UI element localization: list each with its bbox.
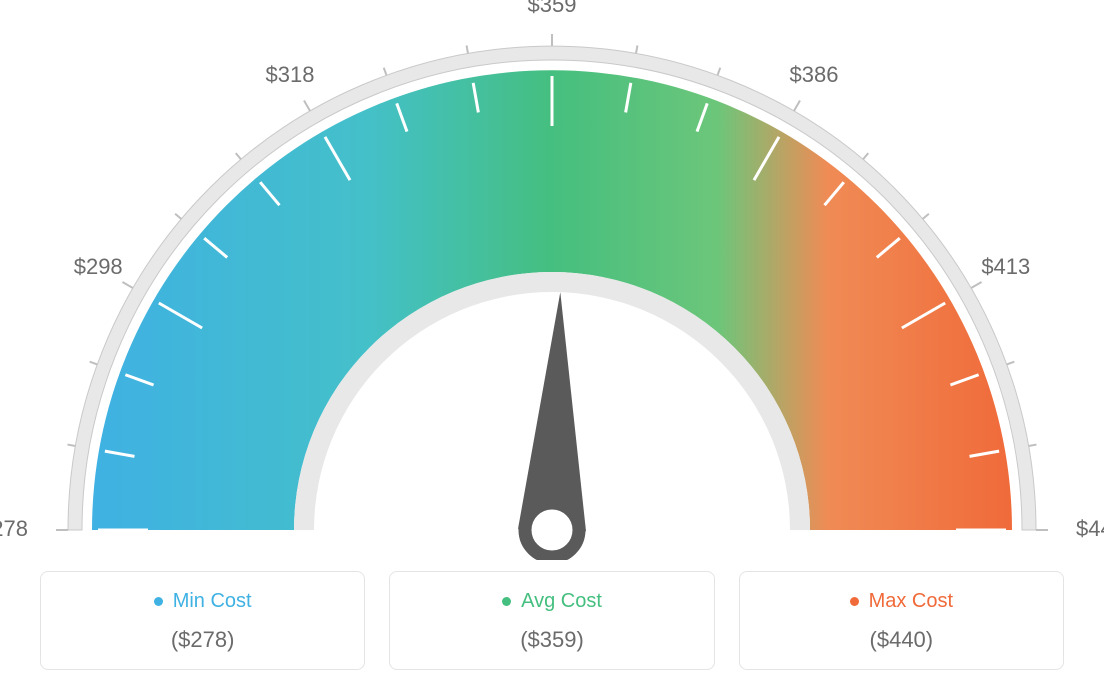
legend-value-max: ($440) [750, 627, 1053, 653]
legend-row: Min Cost ($278) Avg Cost ($359) Max Cost… [40, 571, 1064, 670]
legend-title-avg: Avg Cost [502, 590, 602, 613]
legend-label-avg: Avg Cost [521, 590, 602, 613]
legend-dot-max [850, 597, 859, 606]
svg-text:$413: $413 [981, 254, 1030, 279]
legend-title-max: Max Cost [850, 590, 953, 613]
legend-label-max: Max Cost [869, 590, 953, 613]
legend-dot-min [154, 597, 163, 606]
gauge-svg: $278 $298 $318 $359 $386 $413 $440 [0, 0, 1104, 560]
svg-text:$440: $440 [1076, 516, 1104, 541]
gauge-chart: $278 $298 $318 $359 $386 $413 $440 [0, 0, 1104, 560]
svg-text:$278: $278 [0, 516, 28, 541]
svg-text:$318: $318 [266, 62, 315, 87]
legend-value-min: ($278) [51, 627, 354, 653]
legend-card-avg: Avg Cost ($359) [389, 571, 714, 670]
svg-text:$359: $359 [528, 0, 577, 17]
legend-value-avg: ($359) [400, 627, 703, 653]
svg-text:$298: $298 [74, 254, 123, 279]
legend-dot-avg [502, 597, 511, 606]
chart-container: $278 $298 $318 $359 $386 $413 $440 Min Cost ($… [0, 0, 1104, 690]
legend-card-min: Min Cost ($278) [40, 571, 365, 670]
legend-title-min: Min Cost [154, 590, 252, 613]
legend-label-min: Min Cost [173, 590, 252, 613]
legend-card-max: Max Cost ($440) [739, 571, 1064, 670]
svg-text:$386: $386 [790, 62, 839, 87]
